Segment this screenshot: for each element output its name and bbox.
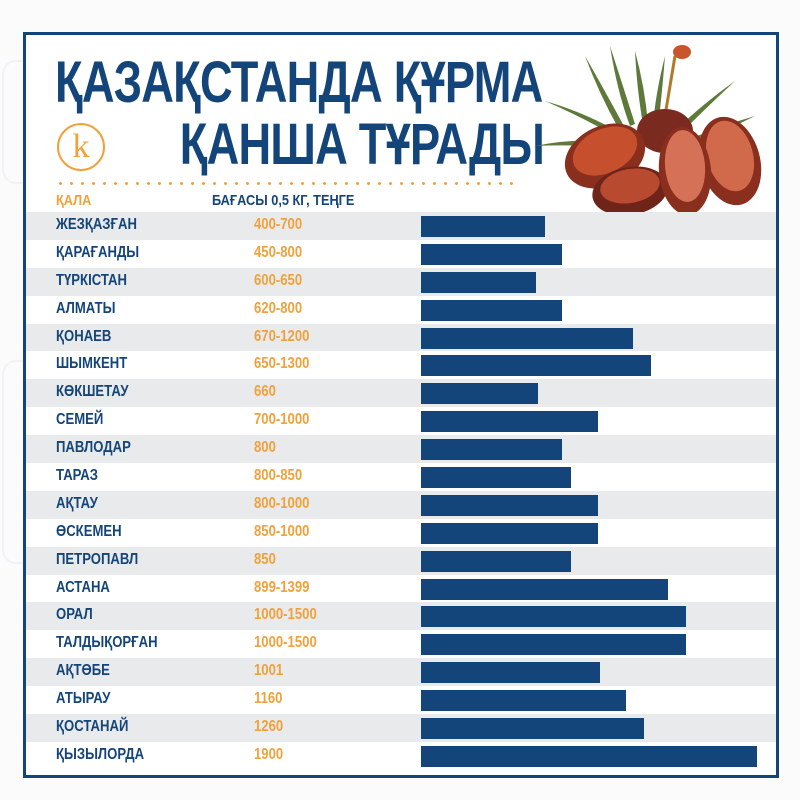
title-line-1: ҚАЗАҚСТАНДА ҚҰРМА xyxy=(55,50,543,115)
table-row: АҚТӨБЕ 1001 xyxy=(26,658,776,687)
price-bar xyxy=(421,383,538,405)
price-table: ЖЕЗҚАЗҒАН 400-700 ҚАРАҒАНДЫ 450-800 ТҮРКІС… xyxy=(26,212,776,770)
table-row: ҚЫЗЫЛОРДА 1900 xyxy=(26,742,776,770)
price-value: 600-650 xyxy=(254,271,303,289)
city-name: ҚОНАЕВ xyxy=(56,327,112,345)
price-bar xyxy=(421,243,562,265)
logo-letter: k xyxy=(72,128,90,165)
column-header-price: БАҒАСЫ 0,5 КГ, ТЕҢГЕ xyxy=(212,192,355,209)
price-bar xyxy=(421,467,571,489)
price-bar xyxy=(421,411,598,433)
date-fruit-icon xyxy=(564,109,762,216)
price-value: 850 xyxy=(254,550,276,568)
city-name: АСТАНА xyxy=(56,578,110,596)
price-value: 450-800 xyxy=(254,243,303,261)
price-value: 800 xyxy=(254,439,276,457)
price-value: 650-1300 xyxy=(254,355,310,373)
price-value: 620-800 xyxy=(254,299,303,317)
price-value: 670-1200 xyxy=(254,327,310,345)
price-value: 1160 xyxy=(254,690,283,708)
price-bar xyxy=(421,745,757,767)
table-row: АТЫРАУ 1160 xyxy=(26,686,776,714)
price-bar xyxy=(421,355,651,377)
table-row: ШЫМКЕНТ 650-1300 xyxy=(26,351,776,379)
dates-illustration xyxy=(535,45,762,216)
price-bar xyxy=(421,550,571,572)
price-bar xyxy=(421,439,562,461)
city-name: ҚЫЗЫЛОРДА xyxy=(56,745,145,763)
dotted-divider xyxy=(55,182,520,185)
price-bar xyxy=(421,662,600,684)
price-bar xyxy=(421,606,686,628)
price-bar xyxy=(421,690,626,712)
city-name: АҚТАУ xyxy=(56,494,98,512)
price-bar xyxy=(421,494,598,516)
city-name: АЛМАТЫ xyxy=(56,299,116,317)
price-value: 899-1399 xyxy=(254,578,310,596)
city-name: ПАВЛОДАР xyxy=(56,439,131,457)
table-row: ӨСКЕМЕН 850-1000 xyxy=(26,519,776,547)
brand-logo: k xyxy=(57,123,105,171)
price-value: 800-1000 xyxy=(254,494,310,512)
table-row: ОРАЛ 1000-1500 xyxy=(26,602,776,631)
table-row: ПАВЛОДАР 800 xyxy=(26,435,776,464)
city-name: ТАРАЗ xyxy=(56,467,98,485)
price-value: 1001 xyxy=(254,662,284,680)
price-bar xyxy=(421,522,598,544)
column-header-city: ҚАЛА xyxy=(56,192,92,209)
price-value: 660 xyxy=(254,383,276,401)
price-bar xyxy=(421,216,545,237)
title-line-2: ҚАНША ТҰРАДЫ xyxy=(179,112,545,177)
price-bar xyxy=(421,718,644,740)
price-value: 850-1000 xyxy=(254,522,310,540)
price-value: 1000-1500 xyxy=(254,634,317,652)
city-name: АТЫРАУ xyxy=(56,690,111,708)
city-name: СЕМЕЙ xyxy=(56,411,104,429)
price-bar xyxy=(421,578,668,600)
city-name: ТАЛДЫҚОРҒАН xyxy=(56,634,158,652)
price-value: 400-700 xyxy=(254,216,303,233)
city-name: ҚАРАҒАНДЫ xyxy=(56,243,140,261)
city-name: ПЕТРОПАВЛ xyxy=(56,550,139,568)
table-row: ТАЛДЫҚОРҒАН 1000-1500 xyxy=(26,630,776,658)
city-name: ТҮРКІСТАН xyxy=(56,271,128,289)
price-value: 700-1000 xyxy=(254,411,310,429)
table-row: АСТАНА 899-1399 xyxy=(26,575,776,603)
price-bar xyxy=(421,634,686,656)
city-name: АҚТӨБЕ xyxy=(56,662,110,680)
price-bar xyxy=(421,327,633,349)
table-row: ҚАРАҒАНДЫ 450-800 xyxy=(26,240,776,268)
city-name: КӨКШЕТАУ xyxy=(56,383,129,401)
table-row: СЕМЕЙ 700-1000 xyxy=(26,407,776,435)
city-name: ШЫМКЕНТ xyxy=(56,355,128,373)
city-name: ЖЕЗҚАЗҒАН xyxy=(56,216,137,233)
city-name: ҚОСТАНАЙ xyxy=(56,718,129,736)
table-row: АЛМАТЫ 620-800 xyxy=(26,296,776,324)
price-value: 1260 xyxy=(254,718,284,736)
table-row: ҚОНАЕВ 670-1200 xyxy=(26,323,776,352)
price-value: 1900 xyxy=(254,745,284,763)
price-bar xyxy=(421,299,562,321)
table-row: ТҮРКІСТАН 600-650 xyxy=(26,267,776,296)
table-row: ПЕТРОПАВЛ 850 xyxy=(26,546,776,575)
table-row: КӨКШЕТАУ 660 xyxy=(26,379,776,408)
price-value: 1000-1500 xyxy=(254,606,317,624)
price-bar xyxy=(421,271,536,293)
price-value: 800-850 xyxy=(254,467,303,485)
table-row: ЖЕЗҚАЗҒАН 400-700 xyxy=(26,212,776,240)
city-name: ӨСКЕМЕН xyxy=(56,522,122,540)
table-row: ТАРАЗ 800-850 xyxy=(26,463,776,491)
page-title: ҚАЗАҚСТАНДА ҚҰРМА ҚАНША ТҰРАДЫ xyxy=(55,50,545,177)
table-row: ҚОСТАНАЙ 1260 xyxy=(26,714,776,742)
city-name: ОРАЛ xyxy=(56,606,93,624)
table-row: АҚТАУ 800-1000 xyxy=(26,490,776,519)
